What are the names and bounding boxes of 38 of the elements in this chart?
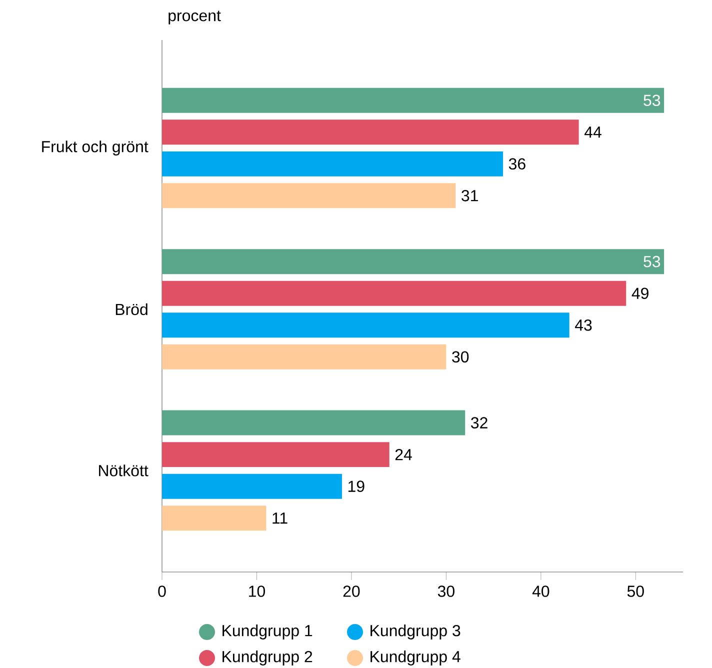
y-tick-label: Bröd (116, 303, 148, 316)
bar (162, 474, 342, 499)
data-label: 43 (574, 319, 592, 331)
bar (162, 183, 456, 208)
y-tick-label: Nötkött (99, 464, 148, 476)
legend-label: Kundgrupp 3 (370, 624, 460, 640)
data-label: 44 (584, 126, 602, 138)
x-tick-label: 30 (438, 586, 454, 597)
data-label: 31 (462, 190, 478, 202)
bar (162, 88, 664, 113)
bar (162, 249, 664, 274)
x-tick-label: 20 (343, 586, 360, 597)
bar (162, 120, 579, 145)
bar (162, 442, 390, 468)
bar (162, 506, 266, 531)
data-label: 19 (348, 480, 364, 492)
data-label: 11 (272, 512, 288, 524)
data-label: 24 (395, 448, 412, 460)
x-tick-label: 0 (158, 586, 166, 597)
x-tick-label: 50 (627, 586, 644, 597)
x-tick-label: 40 (532, 586, 550, 597)
data-label: 53 (644, 94, 660, 106)
bar (162, 280, 626, 306)
bar (162, 410, 466, 436)
legend-label: Kundgrupp 4 (370, 650, 460, 666)
data-label: 32 (471, 417, 488, 428)
data-label: 36 (508, 158, 526, 170)
data-label: 53 (644, 256, 660, 268)
bar (162, 151, 504, 176)
bar (162, 312, 570, 338)
data-label: 30 (452, 351, 469, 363)
legend-label: Kundgrupp 1 (222, 624, 312, 640)
x-tick-label: 10 (249, 586, 266, 597)
y-tick-label: Frukt och grönt (42, 140, 148, 156)
bar (162, 344, 446, 370)
data-label: 49 (632, 288, 648, 300)
legend-label: Kundgrupp 2 (222, 650, 312, 666)
y-axis-title: procent (168, 10, 221, 24)
